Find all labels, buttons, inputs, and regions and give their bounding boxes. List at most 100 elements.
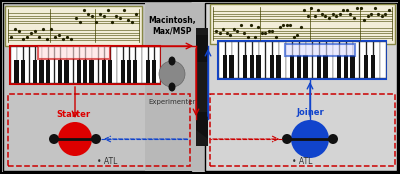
Bar [270, 55, 274, 78]
Bar [293, 42, 299, 78]
Bar [105, 47, 110, 83]
Bar [77, 60, 81, 83]
Bar [130, 47, 135, 83]
Bar [108, 60, 112, 83]
Bar [266, 42, 272, 78]
Bar [10, 46, 160, 84]
Bar [354, 42, 360, 78]
Bar [273, 42, 279, 78]
Bar [61, 47, 66, 83]
Bar [67, 47, 73, 83]
Bar [5, 6, 142, 46]
Bar [367, 42, 373, 78]
Bar [364, 55, 368, 78]
Bar [155, 47, 160, 83]
Bar [326, 42, 332, 78]
Text: Joiner: Joiner [296, 108, 324, 117]
Bar [48, 47, 54, 83]
Bar [253, 42, 259, 78]
Text: Macintosh,
Max/MSP: Macintosh, Max/MSP [148, 16, 196, 35]
Bar [324, 55, 328, 78]
Bar [320, 42, 326, 78]
Bar [83, 60, 87, 83]
Bar [3, 3, 191, 171]
Bar [55, 47, 60, 83]
Polygon shape [196, 112, 208, 139]
Bar [42, 47, 48, 83]
Circle shape [328, 134, 338, 144]
Bar [148, 47, 154, 83]
Bar [303, 55, 308, 78]
Bar [136, 47, 142, 83]
Polygon shape [38, 46, 110, 59]
Bar [344, 55, 348, 78]
Bar [219, 42, 225, 78]
Bar [286, 42, 292, 78]
Bar [33, 60, 37, 83]
Circle shape [49, 134, 59, 144]
Bar [98, 47, 104, 83]
Bar [297, 55, 301, 78]
Bar [374, 42, 380, 78]
Bar [259, 42, 265, 78]
Bar [306, 42, 312, 78]
Bar [127, 60, 131, 83]
Bar [142, 47, 148, 83]
Bar [80, 47, 85, 83]
Bar [8, 94, 190, 166]
Text: • ATL: • ATL [97, 157, 117, 166]
Bar [64, 60, 68, 83]
Ellipse shape [168, 57, 176, 65]
Bar [370, 55, 375, 78]
Bar [232, 42, 238, 78]
Bar [230, 55, 234, 78]
Circle shape [282, 134, 292, 144]
Bar [340, 42, 346, 78]
Text: Experimenter: Experimenter [148, 99, 196, 105]
Bar [74, 47, 79, 83]
Bar [317, 55, 321, 78]
Bar [337, 55, 341, 78]
Bar [360, 42, 366, 78]
Circle shape [159, 61, 185, 87]
Circle shape [58, 122, 92, 156]
Bar [121, 60, 125, 83]
Bar [11, 47, 16, 83]
Bar [133, 60, 137, 83]
Bar [102, 60, 106, 83]
Bar [333, 42, 339, 78]
Bar [350, 55, 355, 78]
Bar [210, 4, 395, 44]
Bar [226, 42, 232, 78]
Text: • ATL: • ATL [292, 157, 312, 166]
Bar [256, 55, 261, 78]
Bar [92, 47, 98, 83]
Bar [90, 60, 94, 83]
Polygon shape [285, 44, 355, 56]
Polygon shape [196, 35, 208, 62]
Bar [46, 60, 50, 83]
Bar [243, 55, 247, 78]
Bar [117, 47, 123, 83]
Bar [86, 47, 92, 83]
Bar [280, 42, 286, 78]
Bar [146, 60, 150, 83]
Bar [58, 60, 62, 83]
Bar [223, 55, 227, 78]
Bar [250, 55, 254, 78]
Bar [196, 28, 208, 146]
Bar [380, 42, 386, 78]
Bar [276, 55, 281, 78]
Bar [30, 47, 35, 83]
Bar [21, 60, 25, 83]
Bar [36, 47, 42, 83]
Bar [40, 60, 44, 83]
Bar [152, 60, 156, 83]
Ellipse shape [168, 82, 176, 92]
Bar [124, 47, 129, 83]
Bar [17, 47, 23, 83]
Circle shape [91, 134, 101, 144]
Bar [347, 42, 353, 78]
Bar [290, 55, 294, 78]
Bar [239, 42, 245, 78]
